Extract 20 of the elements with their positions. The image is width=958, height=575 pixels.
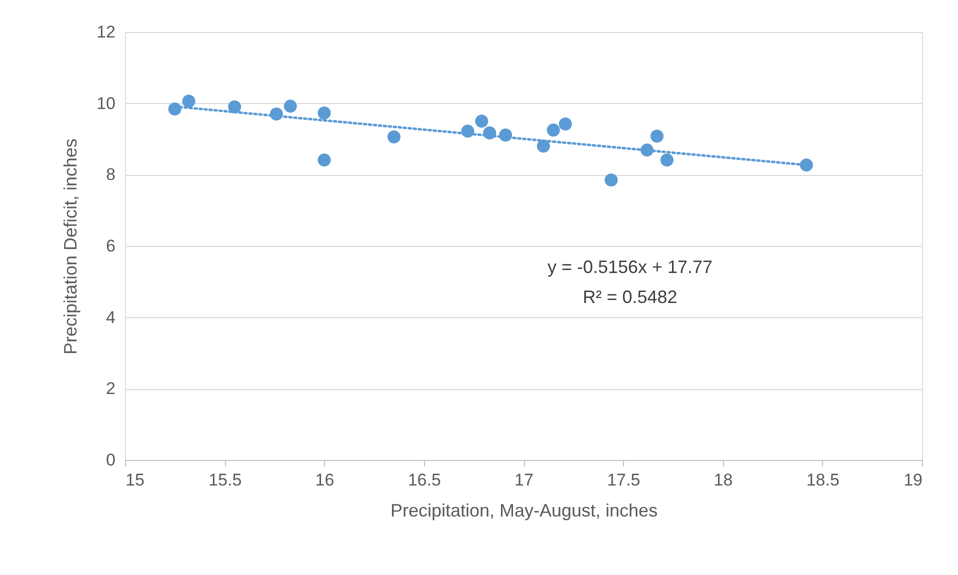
x-tick-label: 15.5 [208, 470, 242, 490]
x-tick-label: 18.5 [806, 470, 840, 490]
x-tick-label: 15 [126, 470, 144, 490]
annotation: R² = 0.5482 [582, 287, 678, 307]
annotation: y = -0.5156x + 17.77 [547, 257, 713, 277]
x-axis-title: Precipitation, May-August, inches [390, 500, 658, 520]
y-tick-label: 4 [106, 308, 116, 327]
y-tick-label: 10 [96, 94, 116, 113]
x-tick-label: 19 [904, 470, 922, 490]
y-tick-label: 12 [96, 22, 116, 42]
x-tick-label: 18 [714, 470, 733, 490]
y-tick-label: 0 [106, 450, 116, 470]
x-tick-label: 16.5 [408, 470, 441, 490]
y-tick-label: 6 [106, 236, 116, 256]
x-tick-label: 16 [315, 470, 334, 490]
y-tick-label: 2 [106, 379, 116, 398]
y-axis-title: Precipitation Deficit, inches [60, 138, 81, 355]
x-tick-label: 17 [514, 470, 534, 490]
x-tick-label: 17.5 [607, 470, 640, 490]
y-tick-label: 8 [106, 165, 116, 184]
